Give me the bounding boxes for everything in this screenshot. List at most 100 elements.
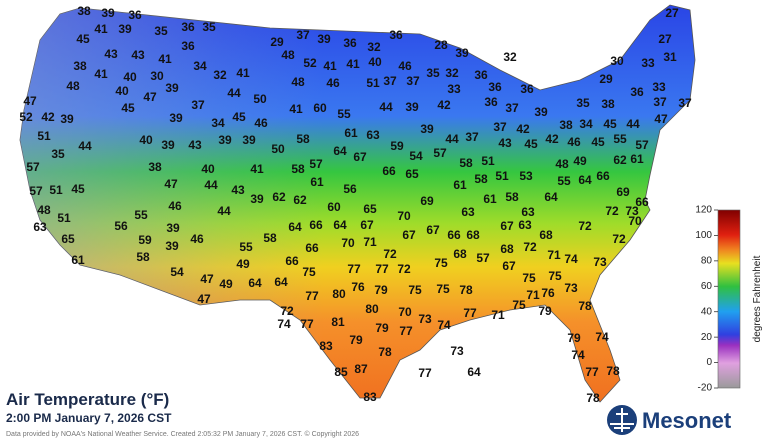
station-temp: 47 — [164, 177, 178, 191]
station-temp: 41 — [94, 22, 108, 36]
station-temp: 66 — [305, 241, 319, 255]
station-temp: 58 — [505, 190, 519, 204]
station-temp: 34 — [579, 117, 593, 131]
station-temp: 70 — [397, 209, 411, 223]
station-temp: 44 — [626, 117, 640, 131]
station-temp: 43 — [104, 47, 118, 61]
station-temp: 50 — [271, 142, 285, 156]
station-temp: 54 — [170, 265, 184, 279]
station-temp: 57 — [433, 146, 447, 160]
station-temp: 40 — [115, 84, 129, 98]
station-temp: 39 — [250, 192, 264, 206]
station-temp: 63 — [366, 128, 380, 142]
station-temp: 51 — [495, 169, 509, 183]
station-temp: 38 — [601, 97, 615, 111]
station-temp: 46 — [567, 135, 581, 149]
station-temp: 63 — [461, 205, 475, 219]
station-temp: 31 — [663, 50, 677, 64]
station-temp: 41 — [250, 162, 264, 176]
station-temp: 58 — [263, 231, 277, 245]
station-temp: 55 — [134, 208, 148, 222]
station-temp: 38 — [73, 59, 87, 73]
colorbar-tick-label: 0 — [706, 357, 712, 368]
station-temp: 57 — [29, 184, 43, 198]
station-temp: 37 — [653, 95, 667, 109]
colorbar-tick-label: 60 — [701, 281, 713, 292]
station-temp: 58 — [474, 172, 488, 186]
station-temp: 37 — [191, 98, 205, 112]
station-temp: 68 — [466, 228, 480, 242]
logo: Mesonet — [607, 405, 732, 435]
station-temp: 27 — [658, 32, 672, 46]
station-temp: 85 — [334, 365, 348, 379]
colorbar-tick-label: 40 — [701, 306, 713, 317]
station-temp: 55 — [239, 240, 253, 254]
station-temp: 58 — [459, 156, 473, 170]
station-temp: 67 — [353, 150, 367, 164]
station-temp: 71 — [491, 308, 505, 322]
station-temp: 48 — [281, 48, 295, 62]
station-temp: 64 — [544, 190, 558, 204]
station-temp: 76 — [541, 286, 555, 300]
station-temp: 45 — [76, 32, 90, 46]
station-temp: 71 — [547, 248, 561, 262]
station-temp: 64 — [288, 220, 302, 234]
station-temp: 37 — [465, 130, 479, 144]
station-temp: 47 — [143, 90, 157, 104]
station-temp: 35 — [51, 147, 65, 161]
station-temp: 74 — [277, 317, 291, 331]
station-temp: 38 — [77, 4, 91, 18]
station-temp: 59 — [138, 233, 152, 247]
station-temp: 66 — [285, 254, 299, 268]
station-temp: 37 — [678, 96, 692, 110]
station-temp: 67 — [360, 218, 374, 232]
station-temp: 36 — [181, 20, 195, 34]
station-temp: 69 — [616, 185, 630, 199]
station-temp: 80 — [332, 287, 346, 301]
station-temp: 48 — [66, 79, 80, 93]
station-temp: 75 — [434, 256, 448, 270]
station-temp: 39 — [218, 133, 232, 147]
station-temp: 78 — [578, 299, 592, 313]
station-temp: 37 — [296, 28, 310, 42]
station-temp: 45 — [603, 117, 617, 131]
station-temp: 66 — [382, 164, 396, 178]
station-temp: 39 — [118, 22, 132, 36]
station-temp: 59 — [390, 139, 404, 153]
station-temp: 57 — [309, 157, 323, 171]
station-temp: 37 — [505, 101, 519, 115]
station-temp: 36 — [484, 95, 498, 109]
station-temp: 48 — [291, 75, 305, 89]
station-temp: 79 — [567, 331, 581, 345]
station-temp: 32 — [213, 68, 227, 82]
station-temp: 47 — [654, 112, 668, 126]
station-temp: 32 — [445, 66, 459, 80]
station-temp: 30 — [150, 69, 164, 83]
station-temp: 29 — [270, 35, 284, 49]
station-temp: 77 — [418, 366, 432, 380]
station-temp: 39 — [101, 6, 115, 20]
station-temp: 41 — [289, 102, 303, 116]
credit: Data provided by NOAA's National Weather… — [6, 430, 359, 438]
station-temp: 66 — [635, 195, 649, 209]
station-temp: 46 — [168, 199, 182, 213]
station-temp: 40 — [201, 162, 215, 176]
station-temp: 47 — [197, 292, 211, 306]
station-temp: 70 — [628, 214, 642, 228]
colorbar-tick-label: 120 — [695, 205, 712, 216]
station-temp: 57 — [476, 251, 490, 265]
station-temp: 35 — [202, 20, 216, 34]
station-temp: 39 — [420, 122, 434, 136]
station-temp: 77 — [375, 262, 389, 276]
station-temp: 39 — [166, 221, 180, 235]
station-temp: 62 — [613, 153, 627, 167]
station-temp: 61 — [483, 192, 497, 206]
station-temp: 78 — [586, 391, 600, 405]
station-temp: 36 — [181, 39, 195, 53]
station-temp: 72 — [605, 204, 619, 218]
station-temp: 48 — [37, 203, 51, 217]
station-temp: 65 — [363, 202, 377, 216]
station-temp: 41 — [346, 57, 360, 71]
